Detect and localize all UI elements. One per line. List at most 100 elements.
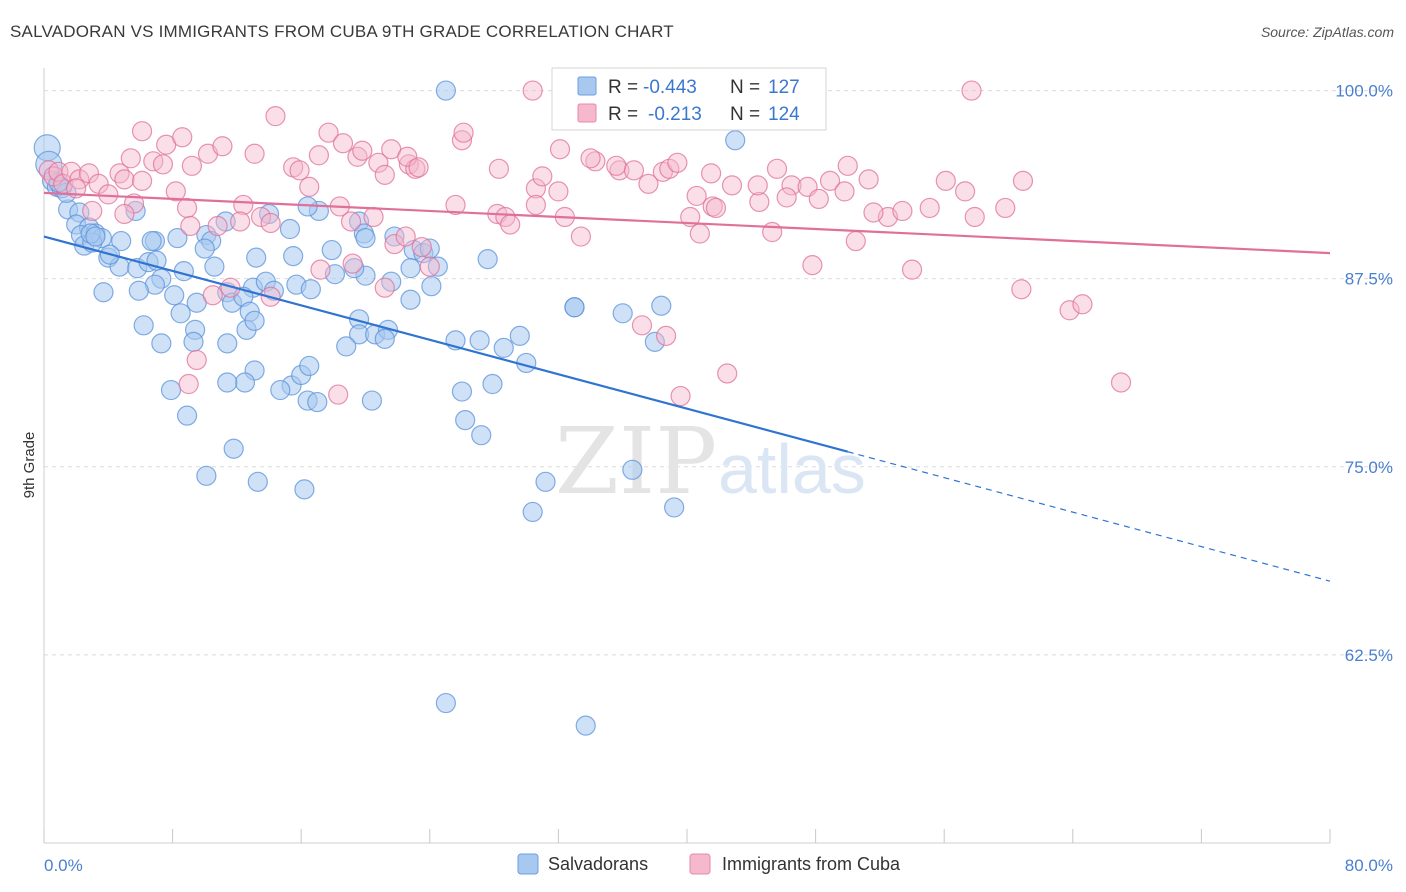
cuba-point-54 bbox=[808, 188, 829, 210]
cuba-point-11 bbox=[114, 169, 135, 190]
cuba-point-128 bbox=[776, 187, 797, 208]
watermark-atlas: atlas bbox=[718, 430, 866, 508]
y-tick-label-1: 75.0% bbox=[1345, 458, 1393, 477]
cuba-point-39 bbox=[525, 178, 546, 199]
cuba-point-107 bbox=[1110, 372, 1132, 393]
salvadoran-point-96 bbox=[361, 390, 383, 411]
cuba-point-82 bbox=[384, 233, 405, 255]
bottom-legend-salvadorans: Salvadorans bbox=[548, 854, 648, 874]
cuba-point-83 bbox=[395, 226, 416, 247]
salvadoran-point-88 bbox=[299, 355, 320, 377]
cuba-point-127 bbox=[766, 158, 788, 179]
cuba-point-129 bbox=[834, 181, 855, 202]
salvadoran-point-83 bbox=[482, 373, 503, 395]
bottom-legend-swatch-salvadorans bbox=[517, 853, 539, 875]
x-tick-label-1: 80.0% bbox=[1345, 856, 1393, 875]
trend-lines bbox=[43, 191, 1331, 582]
salvadoran-point-59 bbox=[400, 289, 421, 310]
y-tick-label-2: 87.5% bbox=[1345, 270, 1393, 289]
salvadoran-point-102 bbox=[294, 479, 315, 500]
trend-line-cuba bbox=[43, 191, 1331, 255]
salvadoran-point-58 bbox=[381, 271, 402, 292]
cuba-point-69 bbox=[114, 203, 135, 225]
trend-line-salvadorans-extension bbox=[847, 451, 1331, 582]
salvadoran-point-34 bbox=[321, 239, 342, 261]
cuba-point-92 bbox=[570, 226, 592, 247]
cuba-point-63 bbox=[964, 206, 985, 228]
cuba-point-71 bbox=[176, 197, 198, 219]
legend-r-value-2: -0.213 bbox=[648, 104, 702, 125]
salvadoran-point-33 bbox=[400, 258, 421, 279]
salvadoran-point-91 bbox=[217, 372, 238, 393]
salvadoran-point-68 bbox=[183, 331, 204, 352]
cuba-point-103 bbox=[901, 259, 923, 280]
salvadoran-point-80 bbox=[493, 337, 514, 359]
cuba-point-122 bbox=[453, 122, 474, 143]
cuba-point-42 bbox=[549, 139, 571, 160]
salvadoran-point-110 bbox=[651, 295, 672, 316]
cuba-point-101 bbox=[863, 202, 884, 223]
cuba-point-37 bbox=[488, 158, 510, 179]
cuba-point-93 bbox=[606, 155, 627, 176]
salvadoran-point-90 bbox=[234, 372, 256, 393]
cuba-point-108 bbox=[631, 315, 653, 336]
cuba-point-123 bbox=[580, 148, 601, 169]
y-axis-label: 9th Grade bbox=[21, 432, 38, 499]
cuba-point-20 bbox=[212, 136, 233, 157]
series-cuba-points bbox=[38, 80, 1132, 407]
salvadoran-point-101 bbox=[247, 471, 268, 492]
cuba-point-90 bbox=[525, 194, 546, 216]
axes bbox=[43, 68, 1331, 844]
cuba-point-59 bbox=[919, 197, 940, 219]
cuba-point-66 bbox=[98, 184, 119, 205]
cuba-point-106 bbox=[1072, 294, 1093, 315]
cuba-point-114 bbox=[342, 253, 363, 274]
x-tick-label-0: 0.0% bbox=[44, 856, 83, 875]
cuba-point-85 bbox=[419, 256, 440, 277]
cuba-point-102 bbox=[892, 200, 913, 222]
salvadoran-point-108 bbox=[564, 297, 585, 318]
salvadoran-point-112 bbox=[477, 249, 498, 270]
cuba-point-89 bbox=[500, 214, 521, 235]
legend-box: R = -0.443 N = 127 R = -0.213 N = 124 bbox=[551, 67, 827, 131]
cuba-point-18 bbox=[181, 155, 202, 176]
cuba-point-109 bbox=[656, 325, 677, 346]
y-tick-labels: 62.5% 75.0% 87.5% 100.0% bbox=[1335, 82, 1393, 665]
cuba-point-15 bbox=[152, 154, 174, 175]
salvadoran-point-67 bbox=[151, 333, 172, 354]
cuba-point-113 bbox=[310, 259, 331, 280]
cuba-point-125 bbox=[701, 163, 722, 184]
salvadoran-point-97 bbox=[455, 410, 476, 431]
cuba-point-77 bbox=[260, 212, 281, 234]
salvadoran-point-111 bbox=[644, 331, 665, 352]
cuba-point-73 bbox=[207, 215, 228, 237]
cuba-point-21 bbox=[244, 143, 265, 164]
cuba-point-124 bbox=[667, 152, 688, 173]
cuba-point-49 bbox=[702, 196, 723, 217]
x-tick-labels: 0.0% 80.0% bbox=[44, 856, 1393, 875]
salvadoran-point-100 bbox=[196, 465, 217, 486]
cuba-point-62 bbox=[961, 80, 982, 101]
cuba-point-118 bbox=[186, 349, 207, 371]
cuba-point-55 bbox=[819, 170, 841, 191]
cuba-point-13 bbox=[131, 121, 153, 142]
salvadoran-point-46 bbox=[164, 285, 185, 306]
salvadoran-point-81 bbox=[509, 325, 530, 346]
cuba-point-41 bbox=[532, 166, 553, 187]
salvadoran-point-79 bbox=[469, 330, 490, 351]
bottom-legend: Salvadorans Immigrants from Cuba bbox=[517, 853, 901, 875]
salvadoran-point-109 bbox=[612, 303, 633, 324]
salvadoran-point-89 bbox=[270, 379, 291, 401]
cuba-point-95 bbox=[680, 206, 701, 228]
salvadoran-point-113 bbox=[435, 692, 456, 714]
cuba-point-75 bbox=[230, 211, 251, 232]
salvadoran-point-116 bbox=[435, 80, 456, 101]
salvadoran-point-103 bbox=[535, 471, 556, 492]
bottom-legend-cuba: Immigrants from Cuba bbox=[722, 854, 901, 874]
salvadoran-point-124 bbox=[204, 256, 225, 277]
salvadoran-point-95 bbox=[307, 391, 328, 413]
cuba-point-80 bbox=[340, 211, 362, 232]
salvadoran-point-14 bbox=[111, 230, 132, 252]
cuba-point-72 bbox=[180, 215, 201, 237]
legend-r-label-2: R = bbox=[608, 104, 638, 125]
